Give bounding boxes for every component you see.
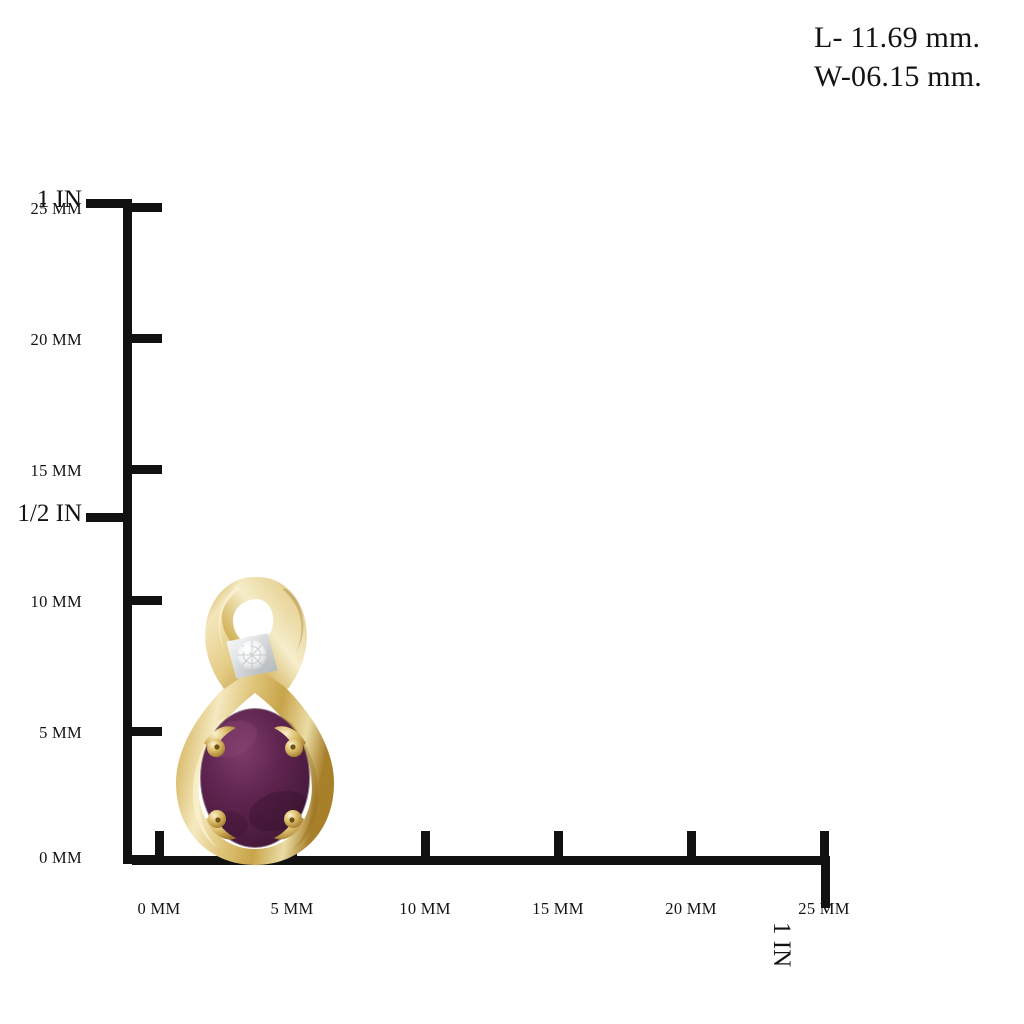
vertical-label-20mm: 20 MM [30, 330, 82, 349]
horizontal-label-5mm: 5 MM [270, 899, 314, 918]
vertical-ruler-1in-tick [86, 199, 132, 208]
horizontal-tick-25mm [820, 831, 829, 856]
horizontal-label-1in: 1 IN [768, 922, 795, 968]
vertical-label-5mm: 5 MM [39, 723, 82, 742]
horizontal-label-15mm: 15 MM [532, 899, 584, 918]
horizontal-tick-15mm [554, 831, 563, 856]
horizontal-label-10mm: 10 MM [399, 899, 451, 918]
vertical-ruler-axis [123, 199, 132, 864]
vertical-label-10mm: 10 MM [30, 592, 82, 611]
oval-gemstone [201, 709, 309, 847]
horizontal-ruler-axis [146, 856, 830, 865]
horizontal-label-0mm: 0 MM [137, 899, 181, 918]
vertical-label-15mm: 15 MM [30, 461, 82, 480]
vertical-tick-20mm [132, 334, 162, 343]
dimension-text-block: L- 11.69 mm. W-06.15 mm. [814, 18, 982, 96]
accent-diamond-setting [226, 633, 278, 679]
vertical-tick-25mm [132, 203, 162, 212]
vertical-tick-5mm [132, 727, 162, 736]
horizontal-ruler-end-foot [821, 856, 830, 908]
width-dimension-label: W-06.15 mm. [813, 60, 982, 93]
horizontal-tick-20mm [687, 831, 696, 856]
vertical-ruler-half-in-tick [86, 513, 132, 522]
length-dimension-label: L- 11.69 mm. [813, 21, 981, 54]
vertical-label-1in: 1 IN [36, 186, 82, 213]
horizontal-tick-0mm [155, 831, 164, 856]
vertical-label-0mm: 0 MM [39, 848, 82, 867]
vertical-label-half-in: 1/2 IN [17, 500, 82, 527]
vertical-tick-10mm [132, 596, 162, 605]
pendant-product-image [166, 543, 344, 868]
vertical-tick-15mm [132, 465, 162, 474]
center-gemstone-group [200, 708, 310, 848]
horizontal-label-20mm: 20 MM [665, 899, 717, 918]
infinity-ribbon-loop [205, 576, 307, 689]
horizontal-label-25mm: 25 MM [798, 899, 850, 918]
gemstone-prongs [204, 726, 306, 840]
horizontal-tick-10mm [421, 831, 430, 856]
vertical-label-25mm: 25 MM [30, 199, 82, 218]
